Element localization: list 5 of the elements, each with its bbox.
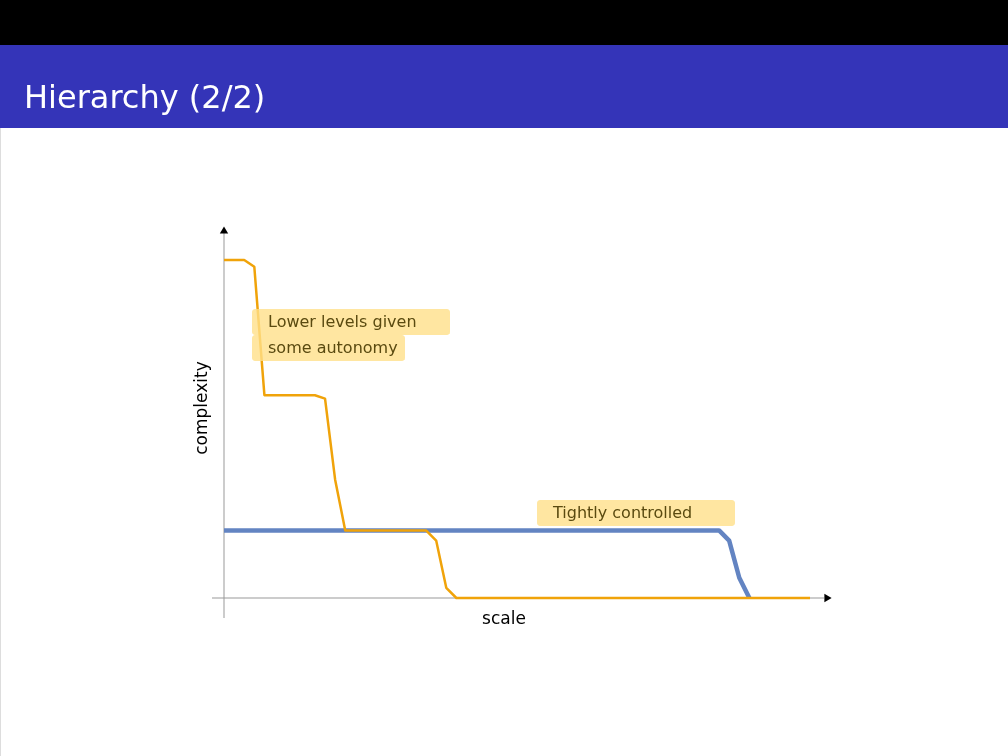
annotation: Tightly controlled <box>552 503 693 522</box>
x-axis-title: scale <box>482 608 526 628</box>
y-axis-title: complexity <box>191 361 211 455</box>
annotation: Lower levels given some autonomy <box>268 312 417 357</box>
chart-title: Hierarchy (2/2) <box>24 78 266 116</box>
